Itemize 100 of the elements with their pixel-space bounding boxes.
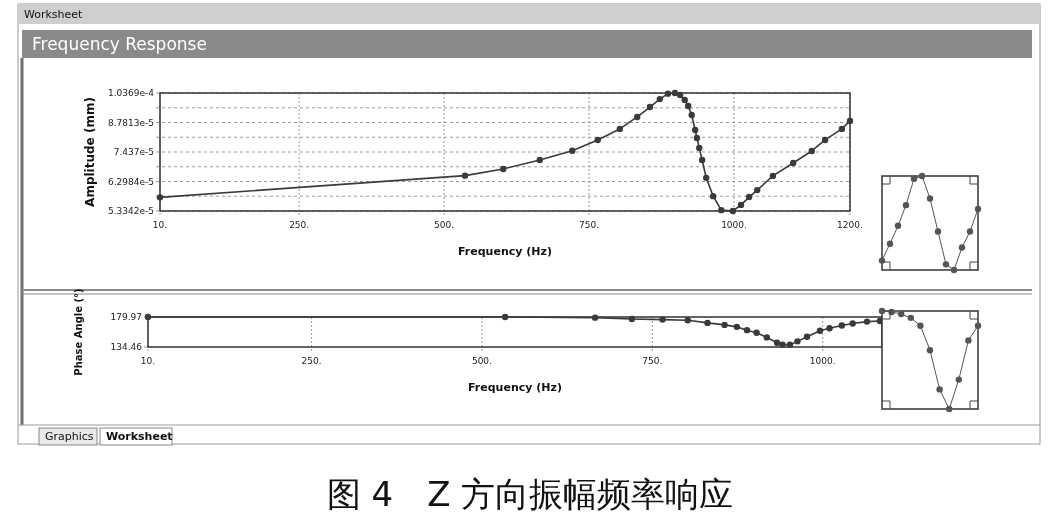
x-tick-label: 250.	[301, 356, 322, 366]
point	[676, 91, 684, 99]
point	[846, 117, 854, 125]
point	[693, 134, 701, 142]
point	[826, 324, 833, 332]
point	[898, 310, 905, 318]
text: Worksheet	[24, 8, 84, 21]
point	[745, 193, 753, 201]
point	[729, 207, 737, 215]
point	[691, 126, 699, 134]
x-axis-title: Frequency (Hz)	[458, 245, 552, 258]
point	[733, 323, 741, 331]
x-tick-label: 500.	[471, 356, 492, 366]
point	[794, 338, 801, 345]
point	[965, 337, 972, 344]
point	[878, 307, 886, 315]
x-tick-label: 500.	[434, 220, 455, 230]
point	[461, 172, 469, 179]
y-tick-label: 7.437e-5	[113, 147, 154, 157]
x-tick-label: 250.	[289, 220, 310, 230]
point	[664, 90, 672, 97]
caption: 图 4 Z 方向振幅频率响应	[326, 474, 734, 514]
point	[704, 319, 711, 327]
point	[616, 125, 624, 133]
point	[803, 333, 811, 340]
point	[718, 206, 725, 214]
point	[659, 316, 666, 323]
point	[918, 172, 926, 180]
point	[779, 341, 786, 348]
y-tick-label: 6.2984e-5	[107, 176, 154, 187]
point	[786, 341, 794, 348]
point	[789, 159, 797, 167]
text: Graphics	[45, 430, 94, 443]
x-tick-label: 750.	[579, 220, 600, 230]
point	[696, 144, 703, 152]
x-tick-label: 1000.	[721, 220, 747, 230]
point	[721, 321, 728, 329]
x-tick-label: 1000.	[809, 356, 836, 366]
point	[946, 405, 953, 413]
point	[684, 317, 691, 324]
point	[753, 329, 760, 336]
point	[974, 322, 982, 329]
point	[709, 192, 717, 200]
point	[536, 156, 543, 164]
text: Worksheet	[106, 430, 173, 443]
y-tick-label: 5.3342e-5	[107, 206, 154, 216]
point	[594, 136, 601, 144]
x-tick-label: 10.	[140, 356, 156, 366]
point	[955, 376, 962, 383]
y-tick-label: 134.46	[110, 342, 143, 352]
point	[902, 201, 910, 209]
point	[894, 222, 902, 230]
point	[634, 113, 641, 121]
point	[646, 103, 654, 111]
point	[688, 111, 695, 119]
point	[773, 339, 781, 346]
point	[698, 156, 706, 164]
point	[934, 228, 942, 235]
point	[656, 95, 664, 103]
point	[681, 96, 688, 104]
point	[769, 172, 777, 180]
point	[936, 386, 943, 393]
point	[501, 313, 509, 321]
y-axis-title: Amplitude (mm)	[83, 97, 97, 207]
chart-title: Frequency Response	[32, 34, 207, 54]
y-tick-label: 1.0369e-4	[107, 88, 155, 98]
line-series	[156, 89, 854, 215]
point	[917, 322, 924, 329]
point	[821, 136, 829, 144]
point	[926, 347, 934, 354]
x-tick-label: 750.	[642, 356, 663, 366]
point	[974, 205, 982, 213]
y-tick-label: 179.97	[110, 312, 142, 322]
point	[878, 257, 886, 264]
point	[808, 147, 815, 155]
point	[942, 261, 950, 268]
y-axis-title: Phase Angle (°)	[73, 288, 84, 376]
point	[950, 266, 958, 274]
point	[500, 165, 507, 173]
point	[958, 244, 966, 251]
point	[703, 174, 710, 182]
y-tick-label: 8.7813e-5	[107, 117, 154, 128]
point	[907, 314, 914, 322]
point	[816, 327, 824, 335]
x-axis-title: Frequency (Hz)	[468, 381, 562, 394]
point	[910, 175, 918, 183]
point	[863, 318, 871, 325]
point	[838, 125, 846, 133]
point	[591, 314, 599, 321]
point	[838, 322, 845, 329]
x-tick-label: 10.	[152, 220, 168, 230]
point	[926, 195, 934, 202]
point	[966, 228, 974, 235]
point	[685, 102, 692, 110]
point	[849, 320, 856, 327]
point	[671, 89, 679, 97]
x-tick-label: 1200.	[837, 220, 863, 230]
point	[737, 201, 745, 209]
point	[886, 240, 894, 247]
point	[743, 326, 751, 334]
